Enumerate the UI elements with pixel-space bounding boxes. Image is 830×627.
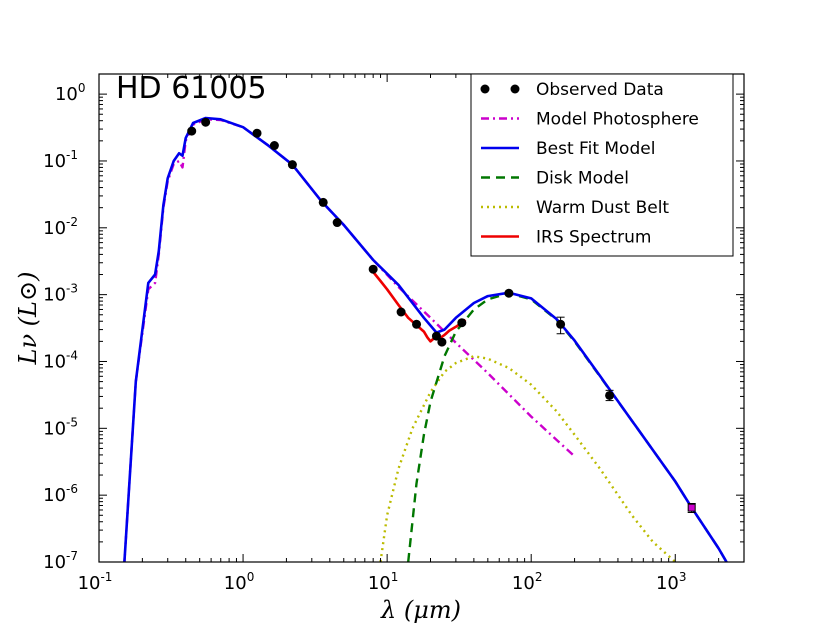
x-tick-label: 103 <box>656 570 687 594</box>
observed-data-point <box>269 141 279 151</box>
observed-data-point <box>318 197 328 207</box>
observed-data-point <box>504 288 514 298</box>
legend-item-best-fit-model: Best Fit Model <box>481 139 655 159</box>
series-line-best-fit-model <box>123 116 729 562</box>
legend-label: Best Fit Model <box>536 139 655 159</box>
observed-data-point <box>287 160 297 170</box>
observed-data-point <box>252 128 262 138</box>
y-tick-label: 10-1 <box>43 148 78 172</box>
legend-item-model-photosphere: Model Photosphere <box>481 110 699 130</box>
x-tick-label: 102 <box>512 570 543 594</box>
tick-layer: 10-1 100 101 102 103 10-7 10-6 10-5 10-4 10-3 10-2… <box>43 73 745 594</box>
observed-data-point <box>687 503 696 512</box>
y-tick-label: 10-5 <box>43 415 78 439</box>
legend-label: IRS Spectrum <box>536 228 651 248</box>
x-tick-label: 100 <box>224 570 255 594</box>
legend-box <box>470 73 734 257</box>
x-tick-label: 10-1 <box>78 570 113 594</box>
observed-data-point <box>332 218 342 228</box>
plot-frame <box>98 73 745 563</box>
legend-marker <box>480 84 490 94</box>
observed-data-point <box>396 307 406 317</box>
observed-data-point <box>556 319 566 329</box>
y-tick-label: 10-4 <box>43 348 78 372</box>
x-axis-label: λ (μm) <box>380 596 461 624</box>
legend-item-disk-model: Disk Model <box>481 169 629 189</box>
series-line-irs-spectrum <box>368 267 467 343</box>
observed-data-point <box>605 390 615 400</box>
y-tick-label: 100 <box>55 81 86 105</box>
legend: Observed Data Model Photosphere Best Fit M… <box>470 73 734 257</box>
legend-item-observed-data: Observed Data <box>480 80 664 100</box>
observed-data-point <box>187 126 197 136</box>
observed-data-point <box>368 264 378 274</box>
chart-title: HD 61005 <box>116 71 267 106</box>
legend-item-irs-spectrum: IRS Spectrum <box>481 228 651 248</box>
legend-label: Observed Data <box>536 80 664 100</box>
observed-data-point <box>431 331 441 341</box>
y-tick-label: 10-2 <box>43 215 78 239</box>
legend-label: Warm Dust Belt <box>536 198 669 218</box>
y-tick-label: 10-7 <box>43 549 78 573</box>
observed-data-layer <box>187 117 696 514</box>
legend-label: Disk Model <box>536 169 629 189</box>
y-axis-label: Lν (L⊙) <box>14 272 42 366</box>
y-tick-label: 10-3 <box>43 282 78 306</box>
observed-data-point <box>201 117 211 127</box>
observed-data-point <box>412 319 422 329</box>
observed-data-point <box>437 337 447 347</box>
legend-marker <box>510 84 520 94</box>
y-tick-label: 10-6 <box>43 482 78 506</box>
x-tick-label: 101 <box>368 570 399 594</box>
legend-item-warm-dust-belt: Warm Dust Belt <box>481 198 669 218</box>
legend-label: Model Photosphere <box>536 110 699 130</box>
observed-data-point <box>457 318 467 328</box>
